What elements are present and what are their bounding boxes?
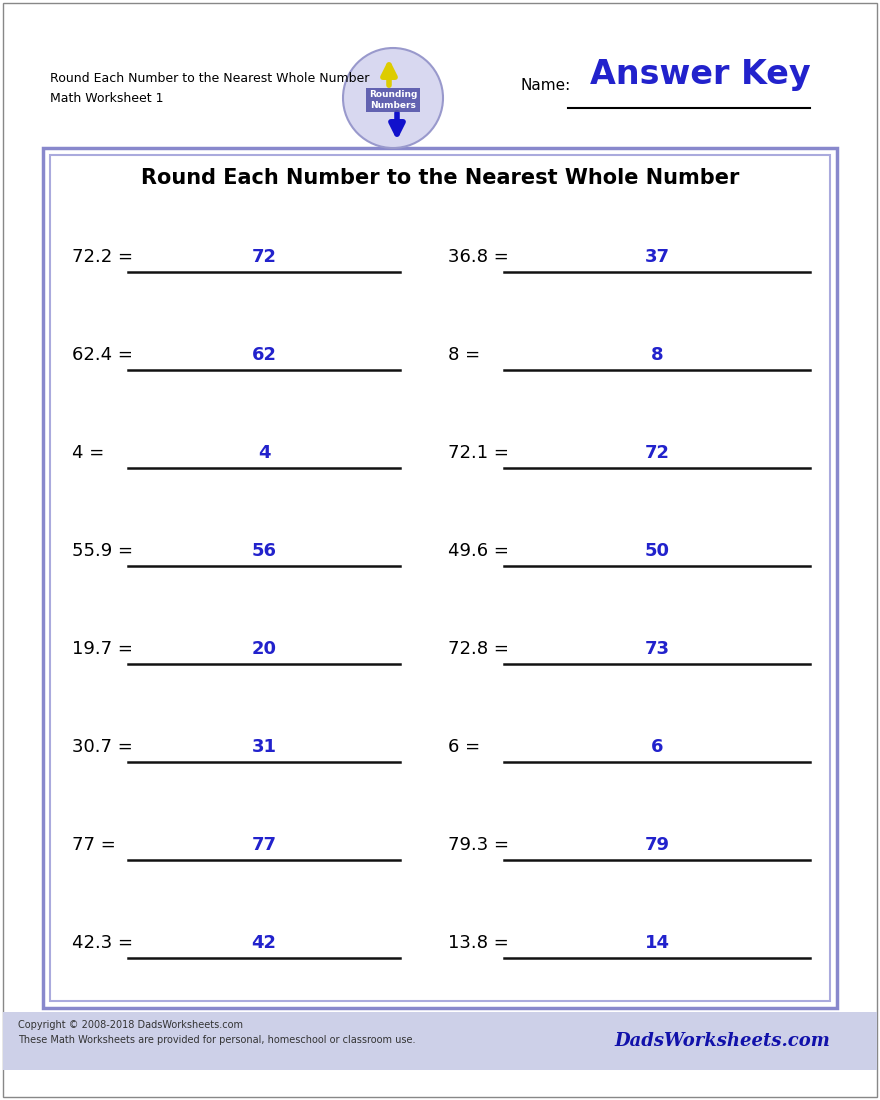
- Bar: [43, 148, 837, 1008]
- Text: Answer Key: Answer Key: [590, 58, 810, 91]
- Text: 30.7 =: 30.7 =: [72, 738, 133, 756]
- Text: 13.8 =: 13.8 =: [448, 934, 509, 952]
- Text: 72: 72: [252, 248, 276, 266]
- Text: 37: 37: [644, 248, 670, 266]
- Text: Round Each Number to the Nearest Whole Number: Round Each Number to the Nearest Whole N…: [141, 168, 739, 188]
- Text: 77: 77: [252, 836, 276, 854]
- Text: 36.8 =: 36.8 =: [448, 248, 509, 266]
- Text: Round Each Number to the Nearest Whole Number: Round Each Number to the Nearest Whole N…: [50, 72, 370, 85]
- Text: 8: 8: [650, 346, 664, 364]
- Text: 14: 14: [644, 934, 670, 952]
- Text: 55.9 =: 55.9 =: [72, 542, 133, 560]
- Text: 6: 6: [650, 738, 664, 756]
- Text: 62: 62: [252, 346, 276, 364]
- Text: 72.8 =: 72.8 =: [448, 640, 509, 658]
- Text: 42: 42: [252, 934, 276, 952]
- Bar: [50, 155, 830, 1001]
- Text: 73: 73: [644, 640, 670, 658]
- Circle shape: [343, 48, 443, 148]
- Text: Copyright © 2008-2018 DadsWorksheets.com
These Math Worksheets are provided for : Copyright © 2008-2018 DadsWorksheets.com…: [18, 1020, 415, 1045]
- Text: 42.3 =: 42.3 =: [72, 934, 133, 952]
- Text: 79.3 =: 79.3 =: [448, 836, 509, 854]
- Text: 49.6 =: 49.6 =: [448, 542, 509, 560]
- Text: 79: 79: [644, 836, 670, 854]
- Text: DadsWorksheets.com: DadsWorksheets.com: [614, 1032, 830, 1050]
- Text: 20: 20: [252, 640, 276, 658]
- Text: 31: 31: [252, 738, 276, 756]
- Text: 4: 4: [258, 444, 270, 462]
- Text: 56: 56: [252, 542, 276, 560]
- Text: 72.1 =: 72.1 =: [448, 444, 509, 462]
- Text: 6 =: 6 =: [448, 738, 480, 756]
- Text: 19.7 =: 19.7 =: [72, 640, 133, 658]
- Text: 72.2 =: 72.2 =: [72, 248, 133, 266]
- Text: 62.4 =: 62.4 =: [72, 346, 133, 364]
- Text: 8 =: 8 =: [448, 346, 480, 364]
- Text: Math Worksheet 1: Math Worksheet 1: [50, 92, 164, 104]
- Text: 77 =: 77 =: [72, 836, 116, 854]
- Text: 4 =: 4 =: [72, 444, 104, 462]
- Text: 72: 72: [644, 444, 670, 462]
- Bar: [3, 1012, 877, 1070]
- Text: Rounding
Numbers: Rounding Numbers: [369, 90, 417, 110]
- Text: 50: 50: [644, 542, 670, 560]
- Text: Name:: Name:: [520, 78, 570, 94]
